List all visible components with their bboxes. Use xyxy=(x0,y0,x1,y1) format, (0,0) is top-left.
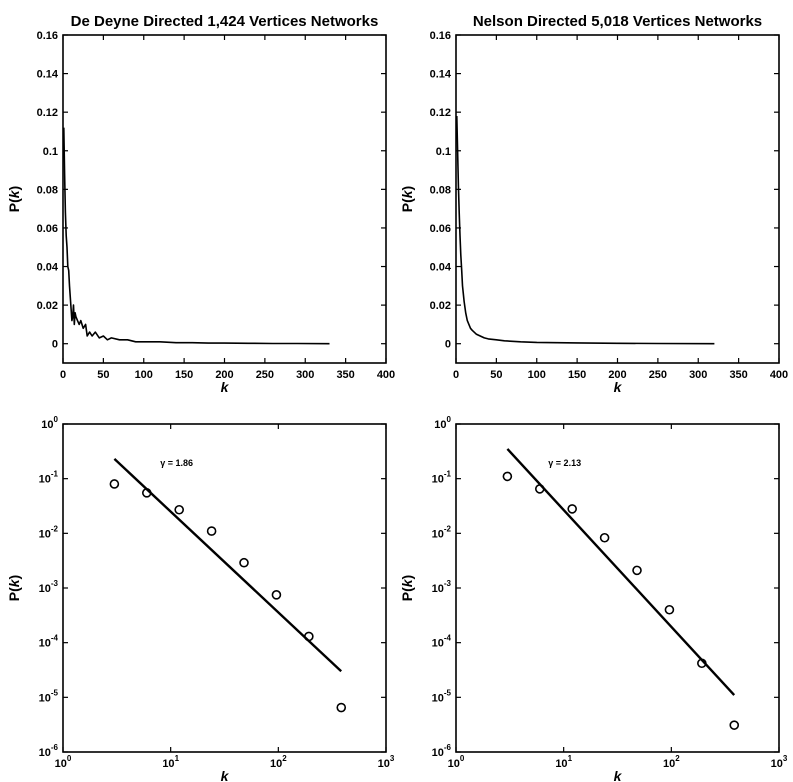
data-point xyxy=(502,471,513,482)
y-tick-label: 10-6 xyxy=(39,743,59,759)
data-point xyxy=(336,702,347,713)
x-tick-label: 150 xyxy=(568,369,586,381)
fit-line xyxy=(113,458,343,673)
gamma-annotation: γ = 2.13 xyxy=(548,458,581,468)
data-point xyxy=(239,557,249,568)
data-point xyxy=(729,720,740,730)
gamma-annotation: γ = 1.86 xyxy=(160,458,193,468)
data-point xyxy=(664,604,675,615)
y-tick-label: 10-3 xyxy=(432,579,452,595)
x-tick-label: 100 xyxy=(135,369,153,381)
y-tick-label: 10-2 xyxy=(432,524,452,540)
plot-frame xyxy=(455,34,780,364)
y-tick-label: 0.14 xyxy=(430,69,452,81)
y-tick-label: 10-3 xyxy=(39,579,59,595)
y-tick-label: 0.08 xyxy=(430,184,451,196)
x-tick-label: 102 xyxy=(270,754,287,770)
y-tick-label: 0.02 xyxy=(37,300,58,312)
y-tick-label: 0.14 xyxy=(37,69,59,81)
x-tick-label: 50 xyxy=(490,369,502,381)
y-tick-label: 10-2 xyxy=(39,524,59,540)
y-tick-label: 10-1 xyxy=(432,470,452,486)
y-tick-label: 0.1 xyxy=(436,146,451,158)
x-tick-label: 250 xyxy=(649,369,667,381)
x-axis-label: k xyxy=(614,379,623,395)
data-point xyxy=(174,504,184,515)
y-tick-label: 0 xyxy=(52,339,58,351)
y-tick-label: 10-1 xyxy=(39,470,59,486)
data-point xyxy=(206,526,217,536)
x-tick-label: 100 xyxy=(55,754,72,770)
x-axis-label: k xyxy=(221,379,230,395)
x-axis-label: k xyxy=(614,768,623,782)
x-tick-label: 350 xyxy=(729,369,747,381)
chart-panel-3: 100 101 102 103 10-6 10-5 10-4 10-3 10-2 10-1 100 k… xyxy=(6,415,395,782)
y-tick-label: 0 xyxy=(445,339,451,351)
x-tick-label: 250 xyxy=(256,369,274,381)
y-tick-label: 0.12 xyxy=(430,107,451,119)
chart-title: De Deyne Directed 1,424 Vertices Network… xyxy=(71,13,379,30)
x-tick-label: 300 xyxy=(689,369,707,381)
y-tick-label: 10-4 xyxy=(39,634,59,650)
y-tick-label: 100 xyxy=(434,415,451,431)
y-axis-label: P(k) xyxy=(399,186,415,212)
y-tick-label: 10-5 xyxy=(432,688,452,704)
chart-panel-2: Nelson Directed 5,018 Vertices Networks 0… xyxy=(399,13,788,395)
x-tick-label: 50 xyxy=(97,369,109,381)
y-tick-label: 10-6 xyxy=(432,743,452,759)
x-tick-label: 100 xyxy=(448,754,465,770)
y-axis-label: P(k) xyxy=(6,575,22,601)
chart-panel-1: De Deyne Directed 1,424 Vertices Network… xyxy=(6,13,395,395)
y-tick-label: 0.1 xyxy=(43,146,58,158)
x-axis-label: k xyxy=(221,768,230,782)
x-tick-label: 101 xyxy=(555,754,572,770)
y-tick-label: 0.04 xyxy=(37,262,59,274)
plot-frame xyxy=(62,34,387,364)
x-tick-label: 200 xyxy=(215,369,233,381)
y-tick-label: 0.04 xyxy=(430,262,452,274)
x-tick-label: 102 xyxy=(663,754,680,770)
x-tick-label: 103 xyxy=(378,754,395,770)
data-point xyxy=(599,532,610,543)
x-tick-label: 0 xyxy=(453,369,459,381)
chart-title: Nelson Directed 5,018 Vertices Networks xyxy=(473,13,762,30)
data-point xyxy=(567,504,577,514)
x-tick-label: 103 xyxy=(771,754,788,770)
x-tick-label: 400 xyxy=(770,369,788,381)
y-axis-label: P(k) xyxy=(6,186,22,212)
x-tick-label: 150 xyxy=(175,369,193,381)
x-tick-label: 200 xyxy=(608,369,626,381)
y-tick-label: 0.06 xyxy=(430,223,451,235)
x-tick-label: 300 xyxy=(296,369,314,381)
x-tick-label: 400 xyxy=(377,369,395,381)
x-tick-label: 0 xyxy=(60,369,66,381)
y-tick-label: 0.12 xyxy=(37,107,58,119)
y-tick-label: 0.16 xyxy=(430,30,451,42)
x-tick-label: 101 xyxy=(162,754,179,770)
fit-line xyxy=(506,448,736,696)
distribution-line xyxy=(63,127,330,345)
y-tick-label: 100 xyxy=(41,415,58,431)
y-tick-label: 0.16 xyxy=(37,30,58,42)
distribution-line xyxy=(456,115,715,345)
x-tick-label: 350 xyxy=(336,369,354,381)
y-tick-label: 10-5 xyxy=(39,688,59,704)
y-axis-label: P(k) xyxy=(399,575,415,601)
data-point xyxy=(109,479,120,489)
data-point xyxy=(271,590,282,600)
chart-panel-4: 100 101 102 103 10-6 10-5 10-4 10-3 10-2 10-1 100 k… xyxy=(399,415,788,782)
y-tick-label: 0.02 xyxy=(430,300,451,312)
y-tick-label: 10-4 xyxy=(432,634,452,650)
y-tick-label: 0.06 xyxy=(37,223,58,235)
data-point xyxy=(632,565,642,576)
x-tick-label: 100 xyxy=(528,369,546,381)
plot-frame xyxy=(62,423,387,753)
y-tick-label: 0.08 xyxy=(37,184,58,196)
